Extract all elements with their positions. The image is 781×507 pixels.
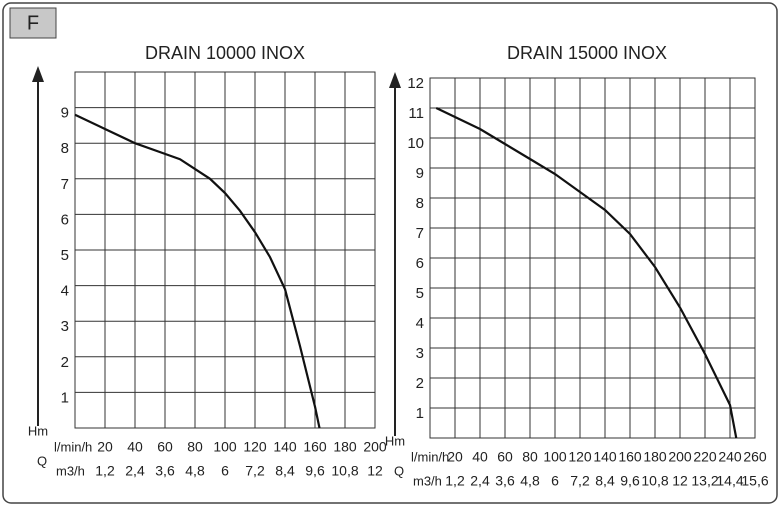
x2-unit-label: m3/h — [413, 473, 442, 488]
x2-tick-label: 1,2 — [445, 473, 465, 489]
x2-tick-label: 2,4 — [470, 473, 490, 489]
panel-label-box — [9, 7, 57, 39]
chart-title: DRAIN 10000 INOX — [145, 43, 305, 63]
y-tick-label: 12 — [407, 75, 424, 92]
x2-tick-label: 6 — [221, 463, 229, 479]
x2-tick-label: 15,6 — [741, 473, 768, 489]
x2-tick-label: 3,6 — [155, 463, 175, 479]
x-tick-label: 160 — [618, 449, 642, 465]
x-tick-label: 140 — [593, 449, 617, 465]
x2-tick-label: 3,6 — [495, 473, 515, 489]
x-tick-label: 40 — [127, 439, 143, 455]
x-tick-label: 80 — [187, 439, 203, 455]
x-tick-label: 180 — [643, 449, 667, 465]
x-unit-label: l/min/h — [411, 449, 449, 464]
x-tick-label: 40 — [472, 449, 488, 465]
y-tick-label: 5 — [416, 285, 424, 302]
x-tick-label: 260 — [743, 449, 767, 465]
x2-tick-label: 6 — [551, 473, 559, 489]
x2-tick-label: 14,4 — [716, 473, 743, 489]
x2-tick-label: 1,2 — [95, 463, 115, 479]
y-tick-label: 6 — [61, 211, 69, 228]
x-axis-label: Q — [394, 463, 404, 478]
y-tick-label: 4 — [61, 283, 69, 300]
x-tick-label: 240 — [718, 449, 742, 465]
x2-tick-label: 12 — [367, 463, 383, 479]
y-tick-label: 6 — [416, 255, 424, 272]
y-tick-label: 1 — [61, 389, 69, 406]
y-tick-label: 11 — [408, 105, 424, 122]
x2-tick-label: 7,2 — [570, 473, 590, 489]
y-axis-label: Hm — [28, 423, 48, 438]
curve — [435, 107, 738, 439]
curve — [74, 113, 321, 429]
x-tick-label: 60 — [497, 449, 513, 465]
x2-tick-label: 12 — [672, 473, 688, 489]
x-axis-label: Q — [37, 453, 47, 468]
x2-tick-label: 7,2 — [245, 463, 265, 479]
y-tick-label: 8 — [61, 140, 69, 157]
x-tick-label: 200 — [363, 439, 387, 455]
chart-title: DRAIN 15000 INOX — [507, 43, 667, 63]
x2-unit-label: m3/h — [56, 463, 85, 478]
x2-tick-label: 9,6 — [620, 473, 640, 489]
y-tick-label: 9 — [61, 105, 69, 122]
x-tick-label: 120 — [243, 439, 267, 455]
y-tick-label: 4 — [416, 315, 424, 332]
y-tick-label: 10 — [407, 135, 424, 152]
x2-tick-label: 10,8 — [331, 463, 358, 479]
y-tick-label: 9 — [416, 165, 424, 182]
x2-tick-label: 4,8 — [520, 473, 540, 489]
x-tick-label: 180 — [333, 439, 357, 455]
y-axis-label: Hm — [385, 433, 405, 448]
x-tick-label: 80 — [522, 449, 538, 465]
x2-tick-label: 10,8 — [641, 473, 668, 489]
x2-tick-label: 13,2 — [691, 473, 718, 489]
y-tick-label: 1 — [416, 405, 424, 422]
x-tick-label: 200 — [668, 449, 692, 465]
x-tick-label: 160 — [303, 439, 327, 455]
y-tick-label: 5 — [61, 247, 69, 264]
y-axis-arrowhead — [32, 66, 44, 82]
x-tick-label: 140 — [273, 439, 297, 455]
x2-tick-label: 8,4 — [595, 473, 615, 489]
y-tick-label: 8 — [416, 195, 424, 212]
y-tick-label: 7 — [416, 225, 424, 242]
x-tick-label: 20 — [97, 439, 113, 455]
x-tick-label: 100 — [543, 449, 567, 465]
y-tick-label: 7 — [61, 176, 69, 193]
x-tick-label: 220 — [693, 449, 717, 465]
x-tick-label: 100 — [213, 439, 237, 455]
x-tick-label: 60 — [157, 439, 173, 455]
x-unit-label: l/min/h — [54, 439, 92, 454]
panel-label: F — [27, 12, 39, 34]
x2-tick-label: 8,4 — [275, 463, 295, 479]
x2-tick-label: 4,8 — [185, 463, 205, 479]
y-tick-label: 2 — [416, 375, 424, 392]
y-axis-arrowhead — [389, 72, 401, 88]
x2-tick-label: 2,4 — [125, 463, 145, 479]
y-tick-label: 2 — [61, 354, 69, 371]
x-tick-label: 120 — [568, 449, 592, 465]
y-tick-label: 3 — [416, 345, 424, 362]
x-tick-label: 20 — [447, 449, 463, 465]
x2-tick-label: 9,6 — [305, 463, 325, 479]
y-tick-label: 3 — [61, 318, 69, 335]
